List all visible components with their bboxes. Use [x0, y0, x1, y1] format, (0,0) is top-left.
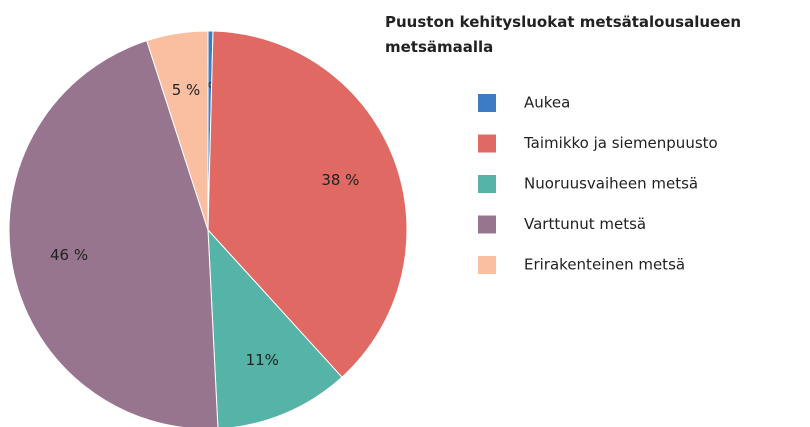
legend-swatch	[478, 134, 496, 153]
legend-label: Nuoruusvaiheen metsä	[524, 175, 698, 193]
pie-slice	[207, 30, 408, 378]
pie-slice	[146, 30, 209, 231]
legend-swatch	[478, 215, 496, 234]
chart-title: Puuston kehitysluokat metsätalousalueen …	[385, 13, 742, 56]
legend-swatch	[478, 256, 496, 274]
legend-label: Aukea	[524, 94, 570, 112]
legend-label: Varttunut metsä	[524, 215, 646, 233]
legend-label: Erirakenteinen metsä	[524, 256, 685, 274]
data-label: 46 %	[50, 246, 88, 264]
data-label: 5 %	[172, 81, 201, 99]
legend-swatch	[478, 175, 496, 193]
data-label: 38 %	[321, 171, 359, 189]
pie-slice	[207, 228, 343, 427]
data-label: 11%	[246, 351, 279, 369]
legend-label: Taimikko ja siemenpuusto	[523, 134, 718, 152]
pie-slice	[8, 40, 219, 427]
legend-swatch	[478, 94, 496, 112]
